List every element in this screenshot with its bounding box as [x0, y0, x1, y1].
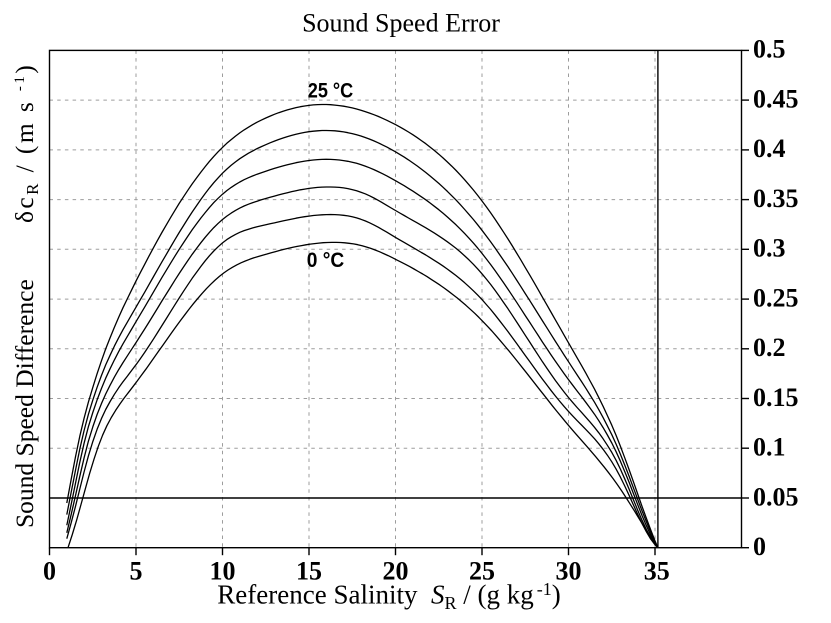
svg-text:0.45: 0.45 — [753, 84, 799, 113]
svg-text:20: 20 — [383, 556, 409, 585]
svg-text:15: 15 — [296, 556, 322, 585]
svg-text:25: 25 — [469, 556, 495, 585]
svg-text:Sound Speed Difference: Sound Speed Difference — [10, 279, 39, 528]
svg-text:0.2: 0.2 — [753, 333, 786, 362]
svg-text:25 °C: 25 °C — [308, 80, 354, 103]
svg-text:35: 35 — [644, 556, 670, 585]
svg-text:0.1: 0.1 — [753, 433, 786, 462]
svg-text:0.15: 0.15 — [753, 383, 799, 412]
svg-text:30: 30 — [556, 556, 582, 585]
svg-text:0: 0 — [753, 532, 766, 561]
svg-text:Reference Salinity SR / (g kg: Reference Salinity SR / (g kg -1) — [217, 579, 560, 613]
svg-text:10: 10 — [210, 556, 236, 585]
svg-text:0 °C: 0 °C — [307, 249, 345, 272]
svg-text:0: 0 — [43, 556, 56, 585]
svg-text:0.05: 0.05 — [753, 482, 799, 511]
svg-text:0.3: 0.3 — [753, 234, 786, 263]
svg-text:0.25: 0.25 — [753, 283, 799, 312]
svg-text:δcR / (m s -1): δcR / (m s -1) — [10, 63, 42, 223]
svg-text:Sound Speed Error: Sound Speed Error — [302, 9, 500, 38]
svg-text:0.4: 0.4 — [753, 134, 786, 163]
svg-text:0.5: 0.5 — [753, 35, 786, 64]
svg-text:5: 5 — [130, 556, 143, 585]
svg-text:0.35: 0.35 — [753, 184, 799, 213]
